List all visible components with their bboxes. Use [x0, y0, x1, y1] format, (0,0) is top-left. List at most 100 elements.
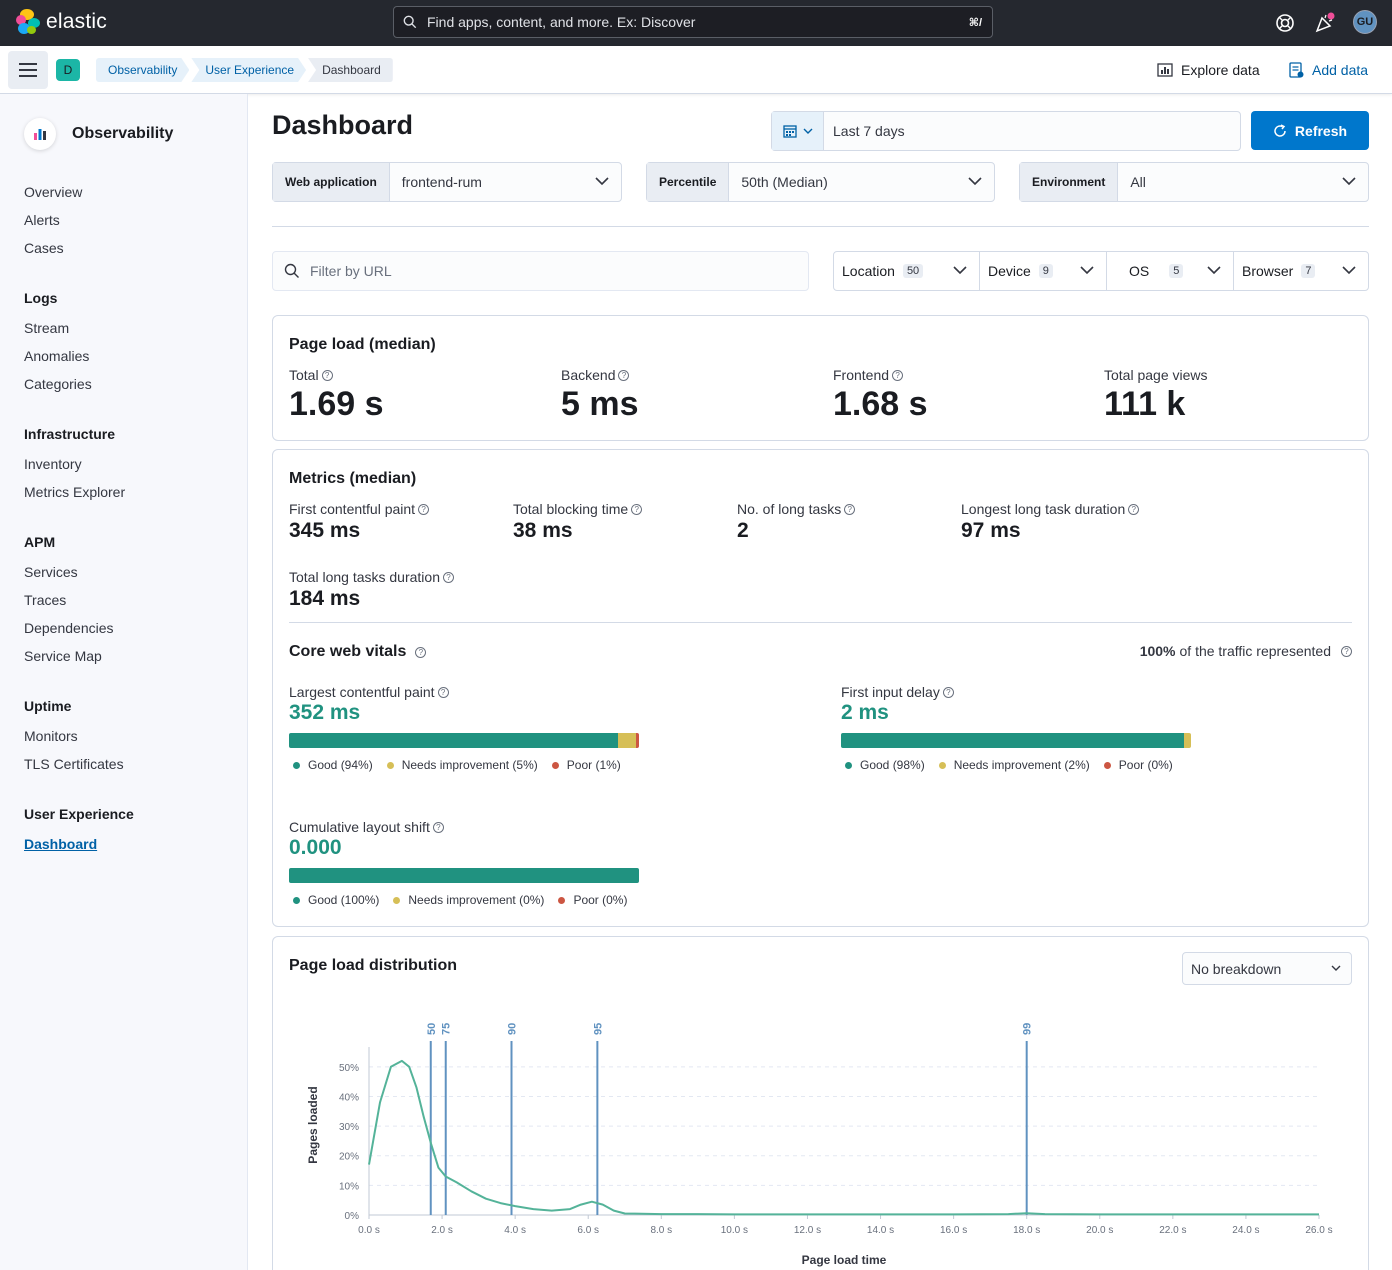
metric-tbt-label-text: Total blocking time — [513, 501, 629, 517]
nav-service-map[interactable]: Service Map — [24, 648, 102, 664]
web-application-value[interactable]: frontend-rum — [390, 163, 621, 201]
page-load-distribution-chart[interactable]: 0% 10% 20% 30% 40% 50% 0.0 s 2.0 s 4.0 s 6.0 s 8.0… — [273, 997, 1368, 1270]
breadcrumb-observability[interactable]: Observability — [96, 58, 189, 82]
question-icon[interactable]: ? — [442, 571, 454, 583]
x-tick-label: 24.0 s — [1232, 1225, 1259, 1236]
global-search[interactable]: Find apps, content, and more. Ex: Discov… — [393, 6, 993, 38]
question-icon[interactable]: ? — [415, 646, 427, 658]
help-icon[interactable] — [1274, 12, 1296, 34]
menu-toggle-button[interactable] — [8, 51, 48, 89]
x-axis-title: Page load time — [802, 1253, 887, 1267]
cls-legend: Good (100%) Needs improvement (0%) Poor … — [293, 893, 627, 907]
core-web-vitals-title: Core web vitals? — [289, 643, 427, 661]
x-tick-label: 20.0 s — [1086, 1225, 1113, 1236]
nav-categories[interactable]: Categories — [24, 376, 92, 392]
filter-location[interactable]: Location 50 — [834, 252, 980, 290]
legend-poor-text: Poor (0%) — [1118, 758, 1173, 772]
nav-services[interactable]: Services — [24, 564, 78, 580]
fid-value: 2 ms — [841, 701, 889, 724]
nav-stream[interactable]: Stream — [24, 320, 70, 336]
nav-group-infrastructure: Infrastructure — [24, 426, 116, 442]
url-filter-input[interactable]: Filter by URL — [272, 251, 809, 291]
elastic-logo[interactable]: elastic — [16, 9, 107, 35]
nav-metrics-explorer[interactable]: Metrics Explorer — [24, 484, 126, 500]
nav-dependencies[interactable]: Dependencies — [24, 620, 114, 636]
refresh-button[interactable]: Refresh — [1251, 111, 1369, 150]
y-tick-label: 40% — [339, 1092, 359, 1103]
side-nav-title: Observability — [72, 125, 174, 142]
nav-group-user-experience: User Experience — [24, 806, 134, 822]
metric-longest-task-value: 97 ms — [961, 519, 1021, 542]
filter-browser-label: Browser — [1242, 263, 1294, 279]
environment-value[interactable]: All — [1118, 163, 1368, 201]
quick-select-button[interactable] — [772, 112, 824, 150]
filter-browser[interactable]: Browser 7 — [1234, 252, 1368, 290]
stat-backend-value: 5 ms — [561, 385, 639, 423]
question-icon[interactable]: ? — [942, 686, 954, 698]
nav-group-uptime: Uptime — [24, 698, 72, 714]
x-tick-label: 10.0 s — [721, 1225, 748, 1236]
breadcrumb: Observability User Experience Dashboard — [96, 58, 395, 82]
filter-device[interactable]: Device 9 — [980, 252, 1107, 290]
breakdown-value: No breakdown — [1191, 960, 1282, 977]
filter-os[interactable]: OS 5 — [1107, 252, 1234, 290]
question-icon[interactable]: ? — [437, 686, 449, 698]
percentile-value[interactable]: 50th (Median) — [729, 163, 994, 201]
question-icon[interactable]: ? — [432, 821, 444, 833]
date-range-value[interactable]: Last 7 days — [833, 123, 905, 139]
cls-bar[interactable] — [289, 868, 639, 883]
nav-dashboard[interactable]: Dashboard — [24, 836, 98, 852]
breadcrumb-user-experience[interactable]: User Experience — [191, 58, 306, 82]
chevron-down-icon — [1331, 965, 1341, 971]
question-icon[interactable]: ? — [321, 369, 333, 381]
question-icon[interactable]: ? — [844, 503, 856, 515]
metric-fcp-value: 345 ms — [289, 519, 361, 542]
question-icon[interactable]: ? — [892, 369, 904, 381]
environment-select[interactable]: Environment All — [1019, 162, 1369, 202]
nav-overview[interactable]: Overview — [24, 184, 83, 200]
bar-good-segment — [841, 733, 1184, 748]
percentile-marker-label: 99 — [1022, 1023, 1034, 1035]
question-icon[interactable]: ? — [418, 503, 430, 515]
nav-traces[interactable]: Traces — [24, 592, 67, 608]
traffic-pct: 100% — [1139, 643, 1176, 659]
nav-inventory[interactable]: Inventory — [24, 456, 82, 472]
lcp-bar[interactable] — [289, 733, 639, 748]
breakdown-select[interactable]: No breakdown — [1182, 952, 1352, 985]
lcp-label-text: Largest contentful paint — [289, 684, 435, 700]
fid-bar[interactable] — [841, 733, 1191, 748]
question-icon[interactable]: ? — [631, 503, 643, 515]
space-avatar[interactable]: D — [56, 59, 80, 81]
add-data-label: Add data — [1312, 62, 1369, 78]
bar-poor-segment — [635, 733, 639, 748]
web-application-label: Web application — [273, 163, 390, 201]
question-icon[interactable]: ? — [1128, 503, 1140, 515]
legend-good: Good (100%) — [293, 893, 379, 907]
nav-alerts[interactable]: Alerts — [24, 212, 60, 228]
nav-anomalies[interactable]: Anomalies — [24, 348, 90, 364]
add-data-link[interactable]: Add data — [1288, 62, 1368, 78]
cls-label: Cumulative layout shift? — [289, 819, 444, 835]
breadcrumb-bar: D Observability User Experience Dashboar… — [0, 46, 1392, 94]
main-content: Dashboard Last 7 days Refresh Web applic… — [248, 94, 1392, 1270]
observability-logo-icon — [24, 118, 56, 150]
date-picker[interactable]: Last 7 days — [771, 111, 1241, 151]
web-application-select[interactable]: Web application frontend-rum — [272, 162, 622, 202]
traffic-text: of the traffic represented — [1179, 643, 1332, 659]
nav-monitors[interactable]: Monitors — [24, 728, 78, 744]
x-tick-label: 16.0 s — [940, 1225, 967, 1236]
percentile-select[interactable]: Percentile 50th (Median) — [646, 162, 995, 202]
legend-good-text: Good (100%) — [308, 893, 380, 907]
nav-tls-certificates[interactable]: TLS Certificates — [24, 756, 124, 772]
metric-total-long-tasks-label-text: Total long tasks duration — [289, 569, 440, 585]
question-icon[interactable]: ? — [618, 369, 630, 381]
legend-poor: Poor (1%) — [551, 758, 621, 772]
metric-long-tasks-label-text: No. of long tasks — [737, 501, 842, 517]
news-feed-icon[interactable] — [1314, 12, 1336, 34]
user-avatar[interactable]: GU — [1353, 10, 1377, 34]
nav-cases[interactable]: Cases — [24, 240, 64, 256]
question-icon[interactable]: ? — [1341, 645, 1352, 657]
stat-frontend-label: Frontend? — [833, 367, 904, 383]
percentile-marker-label: 50 — [426, 1023, 438, 1035]
explore-data-link[interactable]: Explore data — [1157, 62, 1260, 78]
